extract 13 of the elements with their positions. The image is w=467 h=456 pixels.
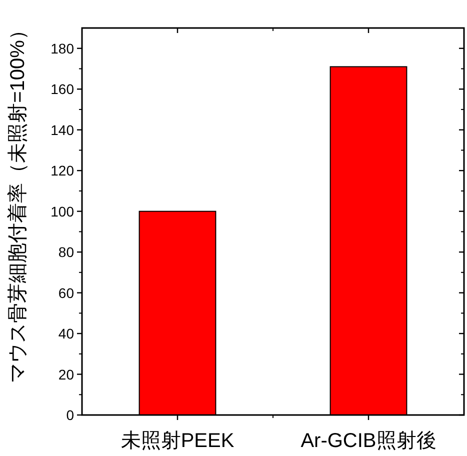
- ytick: 160: [50, 81, 74, 98]
- ytick: 20: [58, 366, 74, 382]
- ytick: 60: [58, 284, 74, 301]
- xtick: 未照射PEEK: [120, 430, 234, 452]
- xtick: Ar-GCIB照射後: [300, 430, 436, 452]
- ytick: 140: [50, 122, 74, 138]
- ytick: 180: [50, 40, 74, 56]
- ytick: 80: [58, 244, 74, 260]
- ytick: 0: [66, 407, 74, 423]
- ytick: 120: [50, 162, 74, 179]
- ytick: 100: [50, 203, 74, 220]
- ylabel: マウス骨芽細胞付着率（未照射=100%）: [7, 20, 29, 383]
- ytick: 40: [58, 326, 74, 342]
